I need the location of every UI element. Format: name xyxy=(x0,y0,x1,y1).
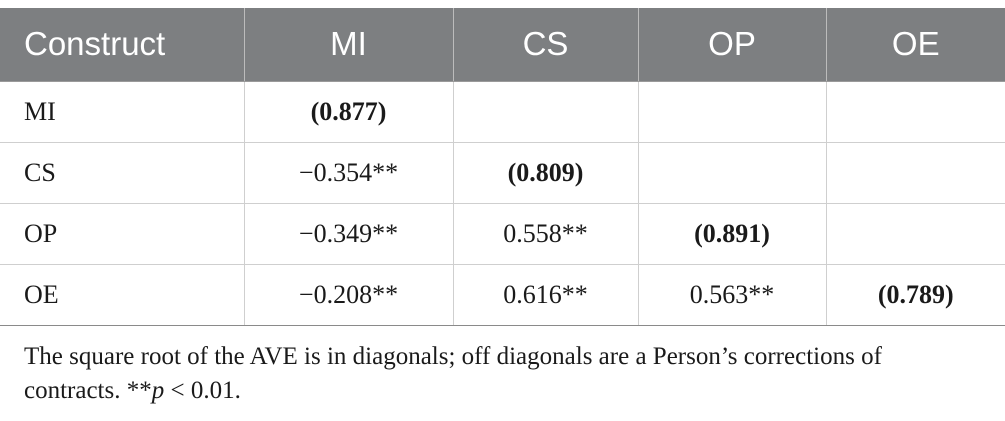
table-row: OE −0.208** 0.616** 0.563** (0.789) xyxy=(0,264,1005,326)
diagonal-cell: (0.809) xyxy=(452,142,638,204)
table-header: Construct MI CS OP OE xyxy=(0,8,1005,82)
table-body: MI (0.877) CS −0.354** (0.809) OP −0.349… xyxy=(0,81,1005,326)
footnote-text: The square root of the AVE is in diagona… xyxy=(24,343,882,404)
header-construct: Construct xyxy=(0,8,244,82)
table-cell: −0.349** xyxy=(243,203,453,265)
diagonal-cell: (0.877) xyxy=(243,81,453,143)
header-oe: OE xyxy=(825,8,1005,82)
row-label: MI xyxy=(0,81,244,143)
header-op: OP xyxy=(637,8,826,82)
table-cell: 0.558** xyxy=(452,203,638,265)
table-cell xyxy=(825,142,1005,204)
table-cell: 0.563** xyxy=(637,264,826,326)
diagonal-cell: (0.891) xyxy=(637,203,826,265)
table-cell xyxy=(637,142,826,204)
table-row: MI (0.877) xyxy=(0,81,1005,143)
correlation-table: Construct MI CS OP OE MI (0.877) CS −0.3… xyxy=(0,8,1005,326)
table-cell: 0.616** xyxy=(452,264,638,326)
table-cell xyxy=(452,81,638,143)
table-cell xyxy=(637,81,826,143)
row-label: OE xyxy=(0,264,244,326)
row-label: OP xyxy=(0,203,244,265)
table-row: OP −0.349** 0.558** (0.891) xyxy=(0,203,1005,265)
header-row: Construct MI CS OP OE xyxy=(0,8,1005,82)
diagonal-cell: (0.789) xyxy=(825,264,1005,326)
table-cell xyxy=(825,81,1005,143)
table-row: CS −0.354** (0.809) xyxy=(0,142,1005,204)
header-cs: CS xyxy=(452,8,638,82)
table-footnote: The square root of the AVE is in diagona… xyxy=(24,340,984,408)
header-mi: MI xyxy=(243,8,453,82)
footnote-p-condition: < 0.01. xyxy=(164,377,241,404)
footnote-p-symbol: p xyxy=(151,377,165,404)
table-cell: −0.208** xyxy=(243,264,453,326)
table-cell: −0.354** xyxy=(243,142,453,204)
row-label: CS xyxy=(0,142,244,204)
table-cell xyxy=(825,203,1005,265)
